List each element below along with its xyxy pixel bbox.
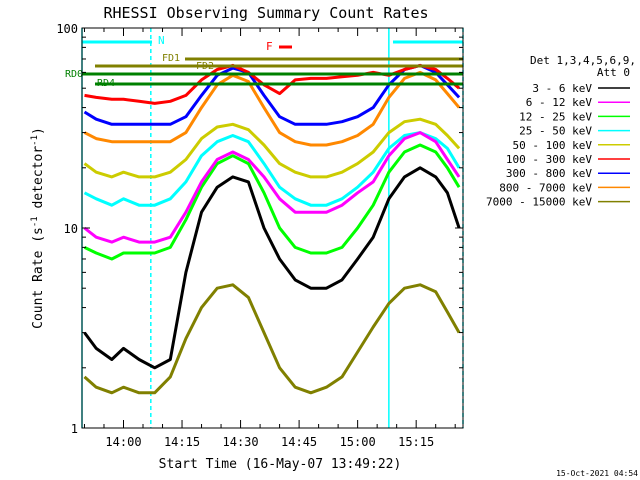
x-axis: 14:00 14:15 14:30 14:45 15:00 15:15: [83, 28, 456, 449]
flag-label-fd2: FD2: [196, 61, 214, 72]
y-axis-label-end: ): [31, 127, 46, 135]
legend-label-100-300-kev: 100 - 300 keV: [506, 153, 592, 166]
x-axis-label: Start Time (16-May-07 13:49:22): [159, 457, 402, 472]
x-tick-label-1415: 14:15: [164, 435, 200, 449]
y-axis-label: Count Rate (s-1 detector-1): [30, 127, 46, 329]
series-line-25-50-kev: [83, 131, 461, 207]
legend-label-800-7000-kev: 800 - 7000 keV: [499, 181, 592, 194]
y-axis-label-main: Count Rate (s: [31, 227, 46, 329]
flag-label-n: N: [158, 34, 165, 47]
legend-label-25-50-kev: 25 - 50 keV: [519, 125, 592, 138]
legend-label-300-800-kev: 300 - 800 keV: [506, 167, 592, 180]
y-axis-label-sup-2: -1: [30, 135, 40, 146]
flag-label-fd1: FD1: [162, 53, 180, 64]
x-tick-label-1515: 15:15: [398, 435, 434, 449]
flag-label-f: F: [266, 40, 273, 53]
series-line-50-100-kev: [83, 117, 461, 179]
x-tick-label-1430: 14:30: [223, 435, 259, 449]
flags-layer: N F FD1 FD2 RD0 RD4: [65, 34, 463, 89]
y-tick-label-1: 1: [71, 422, 78, 436]
series-line-3-6-kev: [83, 166, 461, 370]
y-axis-label-sup-1: -1: [30, 216, 40, 227]
legend-label-50-100-kev: 50 - 100 keV: [513, 139, 593, 152]
y-axis: 1 10 100: [56, 22, 463, 436]
series-line-800-7000-kev: [83, 70, 461, 147]
legend-label-7000-15000-kev: 7000 - 15000 keV: [486, 196, 592, 209]
legend-header-line-1: Det 1,3,4,5,6,9,: [530, 54, 636, 67]
legend-header-line-2: Att 0: [597, 66, 630, 79]
legend-label-6-12-kev: 6 - 12 keV: [526, 96, 593, 109]
legend-label-3-6-kev: 3 - 6 keV: [532, 82, 592, 95]
y-tick-label-10: 10: [64, 222, 78, 236]
series-layer: [83, 63, 461, 395]
series-line-7000-15000-kev: [83, 283, 461, 395]
legend-label-12-25-kev: 12 - 25 keV: [519, 110, 592, 123]
x-tick-label-1500: 15:00: [340, 435, 376, 449]
timestamp: 15-Oct-2021 04:54: [556, 469, 638, 478]
chart-title: RHESSI Observing Summary Count Rates: [103, 4, 428, 22]
series-line-100-300-kev: [84, 63, 461, 105]
y-axis-label-mid: detector: [31, 146, 46, 217]
flag-label-rd0: RD0: [65, 69, 83, 80]
x-tick-label-1445: 14:45: [281, 435, 317, 449]
series-line-6-12-kev: [83, 131, 461, 244]
x-tick-label-1400: 14:00: [105, 435, 141, 449]
series-line-12-25-kev: [83, 143, 461, 261]
y-tick-label-100: 100: [56, 22, 78, 36]
flag-label-rd4: RD4: [97, 78, 115, 89]
